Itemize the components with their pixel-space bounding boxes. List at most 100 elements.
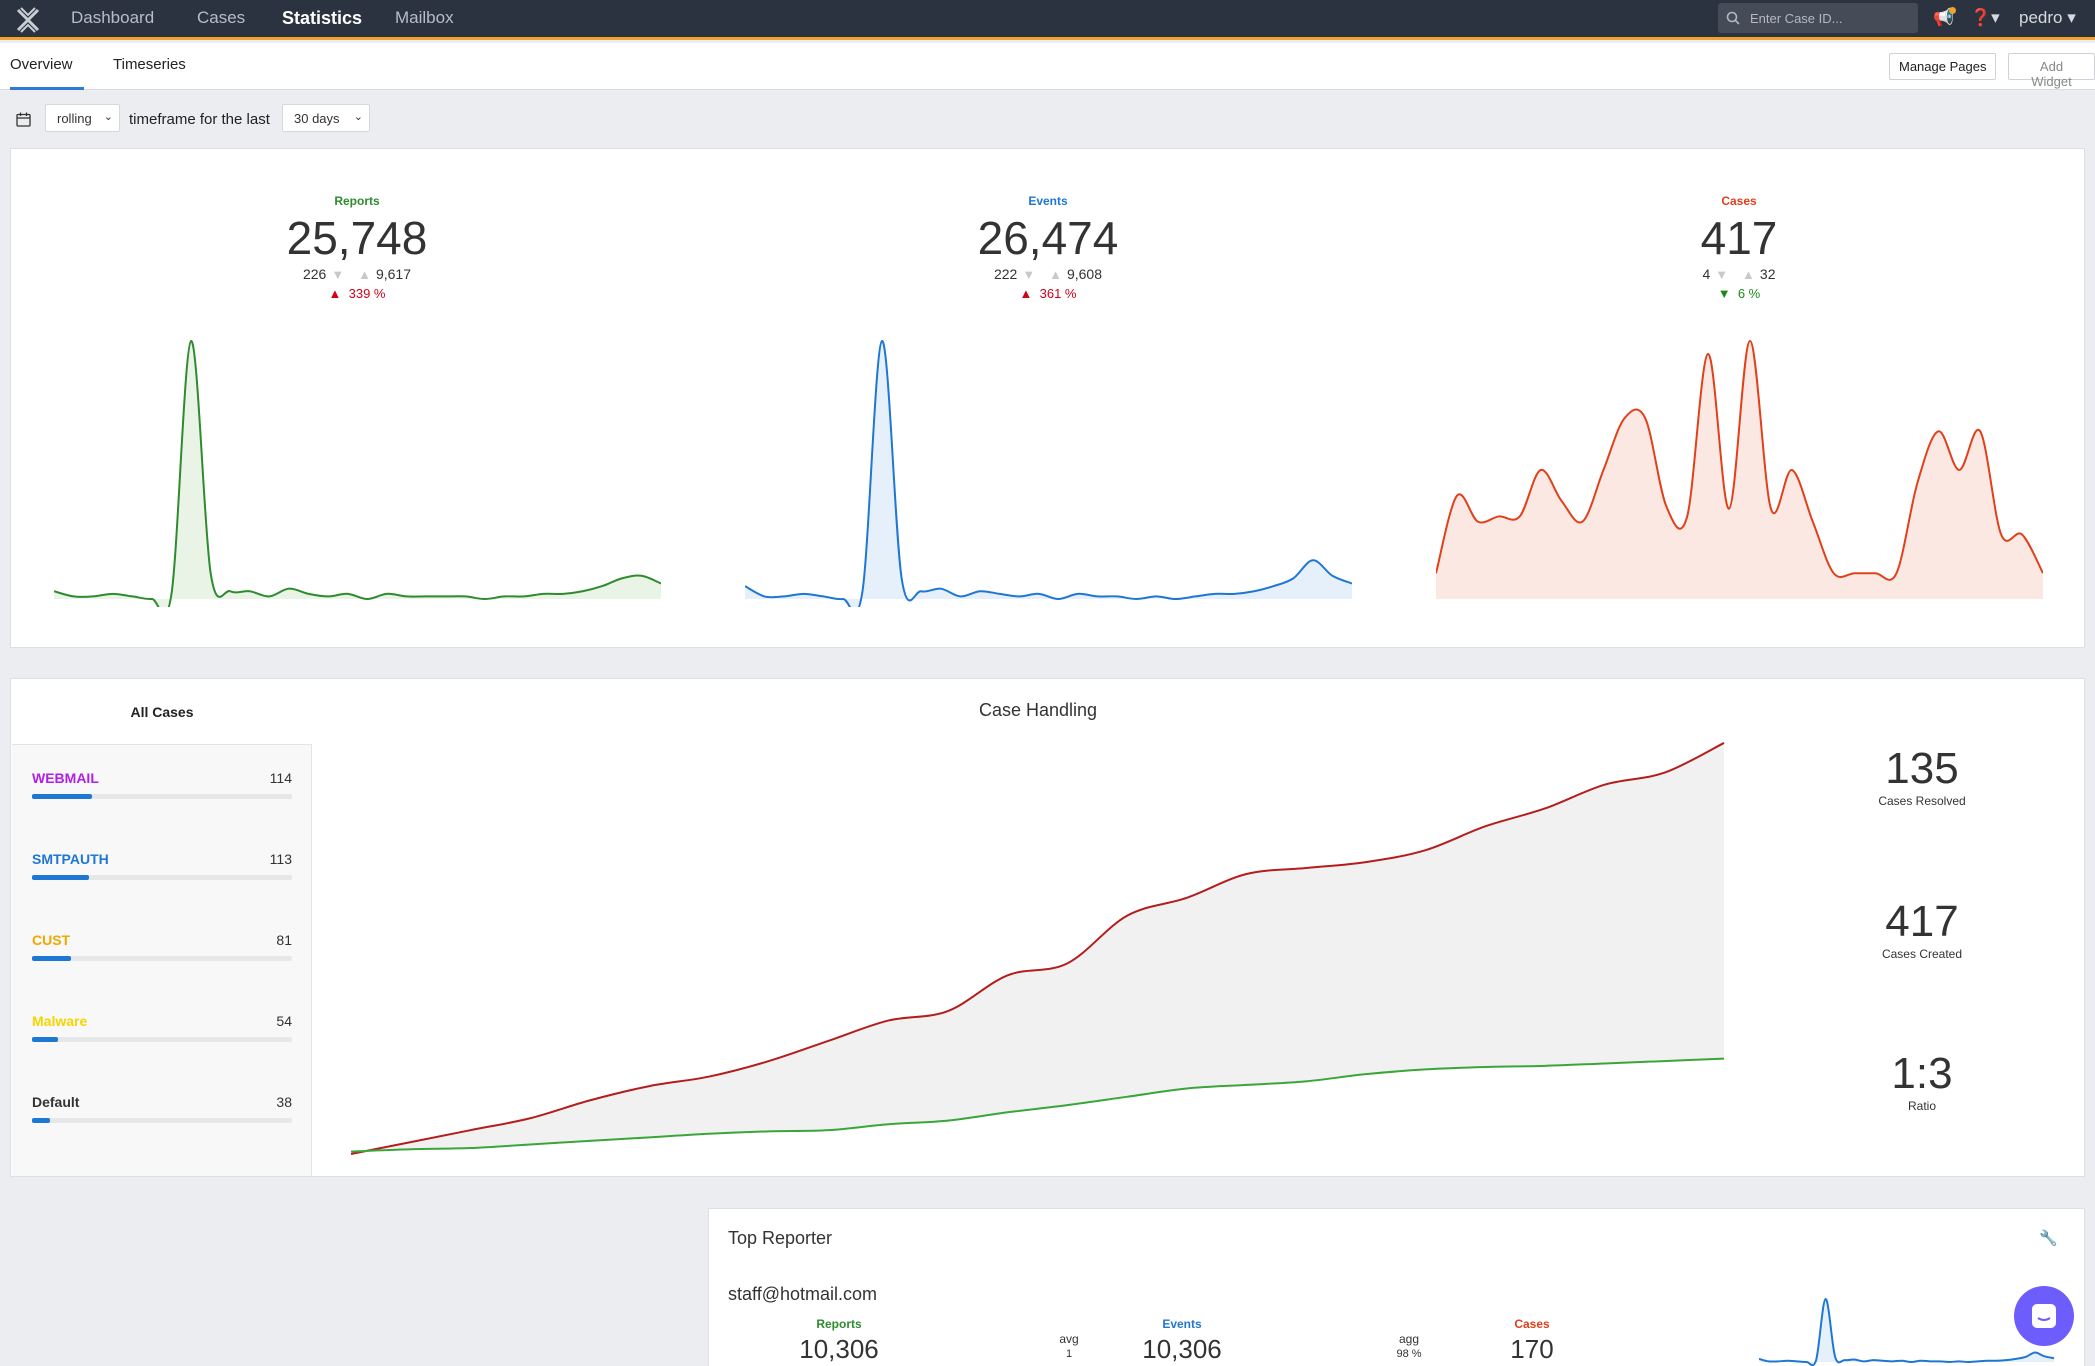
open-cases-area	[351, 742, 1724, 1154]
case-type-count: 38	[276, 1094, 292, 1110]
case-handling-title: Case Handling	[979, 700, 1098, 720]
case-type-count: 114	[269, 770, 292, 786]
page-tabs: Overview Timeseries Manage Pages Add Wid…	[0, 43, 2095, 90]
events-total: 26,474	[977, 212, 1119, 264]
user-menu[interactable]: pedro ▾	[2019, 8, 2076, 27]
case-type-name[interactable]: CUST	[32, 932, 71, 948]
case-handling-panel: All Cases WEBMAIL 114 SMTPAUTH 113 CUST 81 Mal…	[10, 678, 2085, 1177]
events-sparkline	[745, 339, 1352, 607]
reports-max: 9,617	[375, 266, 412, 282]
cases-resolved-line	[351, 1057, 1725, 1153]
max-triangle-icon: ▲	[1049, 267, 1062, 282]
ratio-stat: 1:3 Ratio	[1852, 1049, 1992, 1113]
reporter-sparkline-area	[1759, 1298, 2054, 1366]
timeframe-mode-value: rolling	[57, 111, 92, 126]
reporter-reports-label: Reports	[816, 1317, 862, 1331]
cases-created-stat: 417 Cases Created	[1852, 897, 1992, 961]
reporter-cases: Cases 170	[1482, 1317, 1582, 1365]
chevron-down-icon: ⌄	[353, 111, 363, 123]
case-type-progress-fill	[32, 794, 92, 799]
reporter-avg-value: 1	[1065, 1348, 1073, 1360]
chat-launcher-button[interactable]	[2014, 1286, 2074, 1346]
events-max: 9,608	[1066, 266, 1103, 282]
case-type-progress	[32, 794, 292, 799]
chevron-down-icon: ⌄	[103, 111, 113, 123]
tab-timeseries[interactable]: Timeseries	[113, 56, 186, 73]
events-sparkline-area	[745, 340, 1352, 607]
help-icon[interactable]: ❓▾	[1970, 8, 2000, 27]
calendar-icon	[16, 112, 31, 127]
timeframe-mode-select[interactable]: rolling ⌄	[45, 104, 120, 132]
wrench-icon[interactable]: 🔧	[2039, 1230, 2058, 1247]
ratio-value: 1:3	[1891, 1049, 1953, 1098]
top-reporter-email: staff@hotmail.com	[728, 1284, 877, 1304]
reporter-avg: avg 1	[1039, 1332, 1099, 1360]
max-triangle-icon: ▲	[1742, 267, 1755, 282]
reporter-cases-value: 170	[1510, 1334, 1554, 1364]
trend-up-icon: ▲	[328, 286, 342, 301]
timeframe-label: timeframe for the last	[129, 111, 270, 128]
case-type-name[interactable]: SMTPAUTH	[32, 851, 109, 867]
top-reporter-panel: Top Reporter 🔧 staff@hotmail.com Reports…	[708, 1208, 2085, 1366]
trend-up-icon: ▲	[1019, 286, 1033, 301]
cases-min: 4	[1702, 266, 1711, 282]
case-type-progress	[32, 956, 292, 961]
announcements-icon[interactable]: 📢	[1933, 8, 1955, 27]
tab-overview[interactable]: Overview	[10, 56, 84, 90]
cases-kpi: Cases 417 4 ▼ ▲ 32 ▼ 6 %	[1589, 194, 1889, 301]
add-widget-button[interactable]: Add Widget	[2008, 53, 2095, 89]
reporter-events: Events 10,306	[1132, 1317, 1232, 1365]
min-triangle-icon: ▼	[1022, 267, 1036, 282]
reporter-sparkline	[1759, 1297, 2055, 1366]
events-kpi: Events 26,474 222 ▼ ▲ 9,608 ▲ 361 %	[898, 194, 1198, 301]
reporter-sparkline-line	[1759, 1297, 2055, 1366]
cases-resolved-value: 135	[1885, 744, 1959, 793]
cases-sparkline	[1436, 339, 2043, 599]
events-change: 361 %	[1039, 286, 1077, 301]
case-search-input[interactable]: Enter Case ID...	[1718, 3, 1918, 33]
cases-label: Cases	[1721, 194, 1757, 208]
app-logo-icon[interactable]	[14, 6, 42, 34]
case-type-name[interactable]: Default	[32, 1094, 80, 1110]
nav-cases[interactable]: Cases	[197, 8, 246, 27]
reports-kpi: Reports 25,748 226 ▼ ▲ 9,617 ▲ 339 %	[207, 194, 507, 301]
reporter-events-label: Events	[1162, 1317, 1202, 1331]
nav-mailbox[interactable]: Mailbox	[395, 8, 454, 27]
case-type-progress	[32, 1118, 292, 1123]
top-reporter-title: Top Reporter	[728, 1228, 833, 1248]
reports-sparkline-line	[54, 339, 661, 607]
reports-sparkline	[54, 339, 661, 607]
cases-created-line	[351, 742, 1725, 1155]
events-label: Events	[1028, 194, 1068, 208]
case-handling-chart	[351, 742, 1725, 1155]
cases-resolved-stat: 135 Cases Resolved	[1852, 744, 1992, 808]
case-type-name[interactable]: Malware	[32, 1013, 88, 1029]
notification-dot	[1949, 7, 1956, 14]
case-type-progress-fill	[32, 875, 90, 880]
timeframe-period-value: 30 days	[294, 111, 340, 126]
cases-created-value: 417	[1885, 897, 1959, 946]
case-type-count: 54	[276, 1013, 292, 1029]
reports-sparkline-area	[54, 340, 661, 607]
reporter-agg-value: 98 %	[1396, 1348, 1422, 1360]
case-type-name[interactable]: WEBMAIL	[32, 770, 99, 786]
reporter-agg-label: agg	[1398, 1332, 1420, 1346]
case-type-progress-fill	[32, 956, 71, 961]
timeframe-period-select[interactable]: 30 days ⌄	[282, 104, 370, 132]
top-navbar: Dashboard Cases Statistics Mailbox Enter…	[0, 0, 2095, 40]
manage-pages-button[interactable]: Manage Pages	[1889, 53, 1997, 80]
max-triangle-icon: ▲	[358, 267, 371, 282]
min-triangle-icon: ▼	[331, 267, 345, 282]
chat-icon	[2032, 1304, 2056, 1328]
kpi-panel: Reports 25,748 226 ▼ ▲ 9,617 ▲ 339 % Event…	[10, 148, 2085, 648]
case-type-progress-fill	[32, 1037, 58, 1042]
cases-sparkline-line	[1436, 339, 2043, 581]
nav-dashboard[interactable]: Dashboard	[71, 8, 155, 27]
reports-total: 25,748	[286, 212, 428, 264]
case-type-progress	[32, 875, 292, 880]
reporter-reports-value: 10,306	[799, 1334, 879, 1364]
case-type-count: 113	[269, 851, 292, 867]
reporter-reports: Reports 10,306	[789, 1317, 889, 1365]
nav-statistics[interactable]: Statistics	[282, 8, 363, 28]
reporter-cases-label: Cases	[1514, 1317, 1550, 1331]
